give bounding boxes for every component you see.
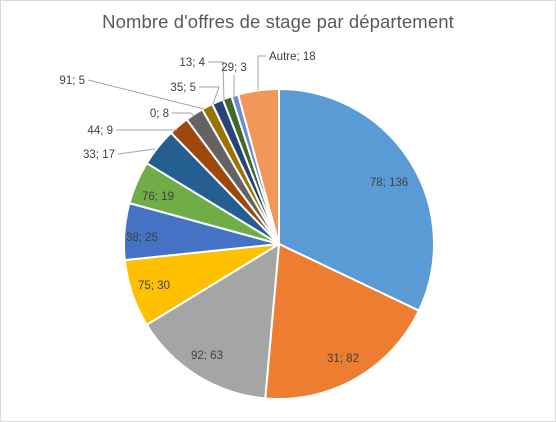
data-label-autre: Autre; 18 bbox=[269, 51, 316, 63]
chart-title: Nombre d'offres de stage par département bbox=[102, 11, 454, 32]
data-label-75: 75; 30 bbox=[138, 280, 170, 292]
leader-line-0 bbox=[172, 112, 195, 117]
data-label-44: 44; 9 bbox=[87, 125, 113, 137]
data-label-0: 0; 8 bbox=[150, 108, 169, 120]
pie-slice-92 bbox=[145, 242, 281, 400]
pie-slice-autre bbox=[236, 87, 280, 245]
leader-line-13 bbox=[208, 61, 225, 102]
data-label-91: 91; 5 bbox=[59, 75, 85, 87]
data-label-78: 78; 136 bbox=[370, 177, 408, 189]
pie-slice-78 bbox=[278, 87, 435, 312]
data-label-13: 13; 4 bbox=[179, 57, 205, 69]
leader-line-91 bbox=[87, 79, 205, 110]
data-label-92: 92; 63 bbox=[191, 350, 223, 362]
data-label-35: 35; 5 bbox=[170, 82, 196, 94]
leader-line-33 bbox=[117, 148, 156, 155]
pie-slice-31 bbox=[264, 242, 421, 400]
leader-lines bbox=[87, 55, 266, 155]
slice-labels: 78; 136 31; 82 92; 63 75; 30 38; 25 76; 19 33;… bbox=[59, 51, 408, 365]
data-label-76: 76; 19 bbox=[142, 191, 174, 203]
leader-line-autre bbox=[257, 55, 266, 90]
data-label-38: 38; 25 bbox=[126, 232, 158, 244]
data-label-31: 31; 82 bbox=[327, 353, 359, 365]
pie-slices bbox=[123, 87, 435, 400]
data-label-29: 29; 3 bbox=[221, 62, 247, 74]
leader-line-35 bbox=[199, 86, 220, 105]
data-label-33: 33; 17 bbox=[83, 149, 115, 161]
